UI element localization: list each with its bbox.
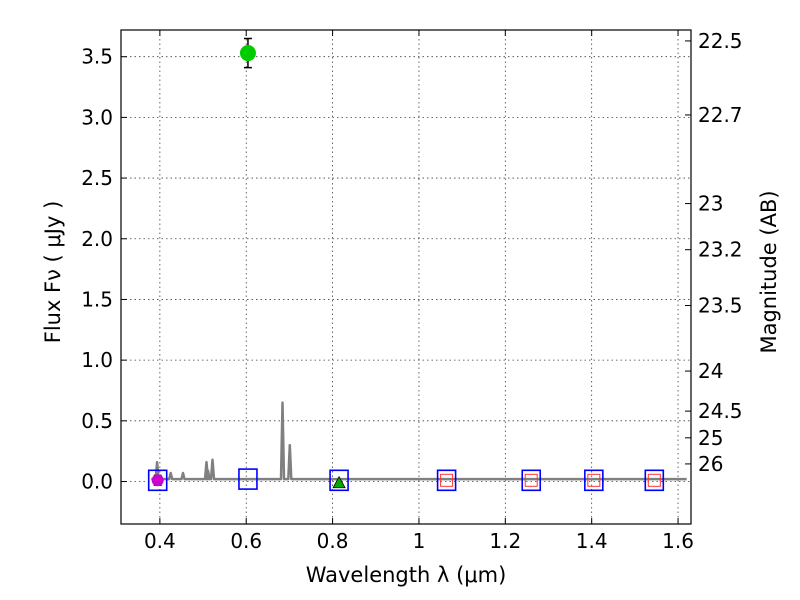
nir-limit-marker (524, 473, 538, 487)
spectrum-line (151, 401, 687, 481)
nir-limit-marker (440, 473, 454, 487)
model-photometry-marker (329, 469, 349, 492)
x-tick-label: 1.6 (662, 529, 694, 553)
y-tick-label: 1.0 (81, 348, 113, 372)
y-tick-label: 3.0 (81, 105, 113, 129)
plot-frame (120, 29, 692, 525)
model-photometry-marker (521, 469, 542, 492)
mag-tick-label: 25 (698, 426, 723, 450)
x-tick-label: 0.4 (144, 529, 176, 553)
y-tick-label: 0.0 (81, 470, 113, 494)
x-tick-label: 0.6 (230, 529, 262, 553)
grid (121, 30, 691, 524)
x-tick-label: 1 (413, 529, 426, 553)
upper-limit-marker (332, 475, 346, 489)
mag-tick-label: 22.5 (698, 29, 743, 53)
y-tick-label: 1.5 (81, 287, 113, 311)
spectrum-layer (151, 401, 687, 481)
tick-layer: 0.4 0.6 0.8 1 1.2 1.4 1.6 0.0 0.5 1.0 1.5 2.0 2.5 3.0… (81, 29, 742, 553)
model-photometry-marker (147, 469, 168, 492)
model-photometry-marker (584, 469, 604, 492)
x-tick-label: 1.4 (576, 529, 608, 553)
nir-limit-marker (647, 473, 661, 487)
x-tick-label: 0.8 (317, 529, 349, 553)
model-photometry-marker (238, 468, 258, 490)
mag-tick-label: 26 (698, 452, 723, 476)
y-tick-label: 2.0 (81, 227, 113, 251)
model-photometry-marker (644, 469, 665, 492)
data-point (151, 474, 164, 487)
marker-layer (147, 37, 665, 492)
y-tick-label: 2.5 (81, 166, 113, 190)
mag-tick-label: 24 (698, 359, 723, 383)
y-tick-label: 3.5 (81, 45, 113, 69)
mag-tick-label: 23.2 (698, 238, 743, 262)
mag-tick-label: 24.5 (698, 399, 743, 423)
x-tick-label: 1.2 (489, 529, 521, 553)
nir-limit-marker (587, 473, 601, 487)
y-axis-title: Flux Fν ( μJy ) (41, 201, 65, 344)
mag-tick-label: 22.7 (698, 103, 743, 127)
mag-tick-label: 23 (698, 192, 723, 216)
mag-tick-label: 23.5 (698, 294, 743, 318)
y2-axis-title: Magnitude (AB) (757, 190, 781, 353)
data-point (239, 45, 256, 62)
x-axis-title: Wavelength λ (μm) (306, 563, 507, 587)
model-photometry-marker (436, 469, 457, 492)
y-tick-label: 0.5 (81, 409, 113, 433)
